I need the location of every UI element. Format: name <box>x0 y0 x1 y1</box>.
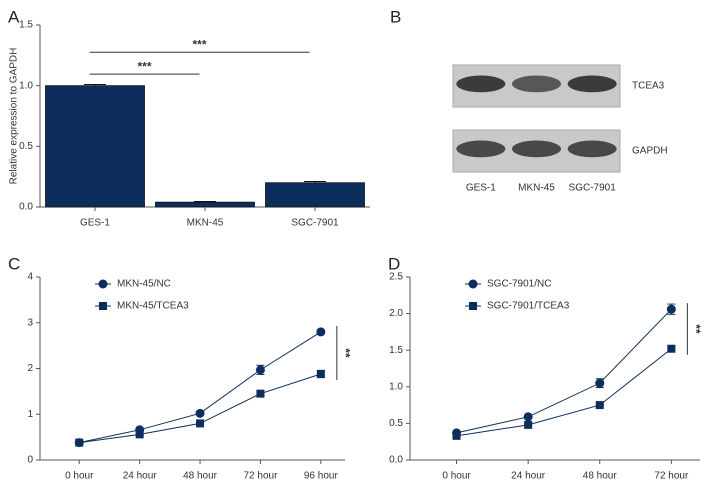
y-tick-label: 0.0 <box>389 455 403 466</box>
significance-label: ** <box>339 348 353 358</box>
blot-band <box>567 140 617 158</box>
marker <box>135 430 144 439</box>
marker <box>256 389 265 398</box>
y-tick-label: 0.5 <box>389 418 403 429</box>
x-tick-label: GES-1 <box>80 218 110 229</box>
x-tick-label: 48 hour <box>183 471 218 482</box>
marker <box>667 344 676 353</box>
legend-marker <box>469 302 477 310</box>
panel-label: B <box>390 7 401 26</box>
marker <box>595 401 604 410</box>
y-tick-label: 0.0 <box>19 202 33 213</box>
significance-label: *** <box>192 37 206 51</box>
x-tick-label: 24 hour <box>123 471 158 482</box>
marker <box>666 304 676 314</box>
lane-label: SGC-7901 <box>569 183 617 194</box>
marker <box>75 438 84 447</box>
marker <box>195 408 205 418</box>
panel-label: A <box>8 7 20 26</box>
x-tick-label: 0 hour <box>442 471 471 482</box>
y-tick-label: 1 <box>27 409 33 420</box>
series-line <box>456 308 672 434</box>
significance-label: ** <box>689 324 703 334</box>
y-tick-label: 1.0 <box>19 80 33 91</box>
legend-marker <box>99 302 107 310</box>
marker <box>316 327 326 337</box>
marker <box>255 365 265 375</box>
x-tick-label: 24 hour <box>511 471 546 482</box>
y-tick-label: 1.5 <box>19 20 33 31</box>
legend-label: SGC-7901/NC <box>487 279 551 290</box>
lane-label: MKN-45 <box>518 183 555 194</box>
band-label: GAPDH <box>632 146 668 157</box>
series-line <box>79 373 321 444</box>
marker <box>523 412 533 422</box>
x-tick-label: 96 hour <box>304 471 339 482</box>
marker <box>524 420 533 429</box>
blot-band <box>456 140 506 158</box>
blot-band <box>456 75 506 93</box>
y-axis-label: Relative expression to GAPDH <box>9 48 20 185</box>
x-tick-label: SGC-7901 <box>291 218 339 229</box>
bar <box>45 85 145 208</box>
significance-label: *** <box>137 59 151 73</box>
y-tick-label: 0.5 <box>19 141 33 152</box>
bar <box>155 201 255 208</box>
legend-marker <box>98 279 108 289</box>
blot-band <box>512 75 561 93</box>
bar <box>265 182 365 208</box>
x-tick-label: 0 hour <box>65 471 94 482</box>
y-tick-label: 4 <box>27 272 33 283</box>
marker <box>196 419 205 428</box>
y-tick-label: 2.5 <box>389 272 403 283</box>
legend-label: MKN-45/NC <box>117 279 171 290</box>
panel-label: C <box>8 254 20 273</box>
y-tick-label: 1.0 <box>389 381 403 392</box>
series-line <box>456 348 672 437</box>
y-tick-label: 2 <box>27 363 33 374</box>
panel-label: D <box>388 254 400 273</box>
marker <box>316 369 325 378</box>
band-label: TCEA3 <box>632 81 665 92</box>
x-tick-label: MKN-45 <box>187 218 224 229</box>
marker <box>595 378 605 388</box>
blot-band <box>567 75 617 93</box>
legend-label: SGC-7901/TCEA3 <box>487 301 570 312</box>
y-tick-label: 1.5 <box>389 345 403 356</box>
x-tick-label: 72 hour <box>243 471 278 482</box>
x-tick-label: 48 hour <box>583 471 618 482</box>
x-tick-label: 72 hour <box>654 471 689 482</box>
y-tick-label: 0 <box>27 455 33 466</box>
y-tick-label: 2.0 <box>389 308 403 319</box>
marker <box>452 431 461 440</box>
y-tick-label: 3 <box>27 317 33 328</box>
lane-label: GES-1 <box>466 183 496 194</box>
blot-band <box>512 140 561 158</box>
legend-marker <box>468 279 478 289</box>
legend-label: MKN-45/TCEA3 <box>117 301 189 312</box>
